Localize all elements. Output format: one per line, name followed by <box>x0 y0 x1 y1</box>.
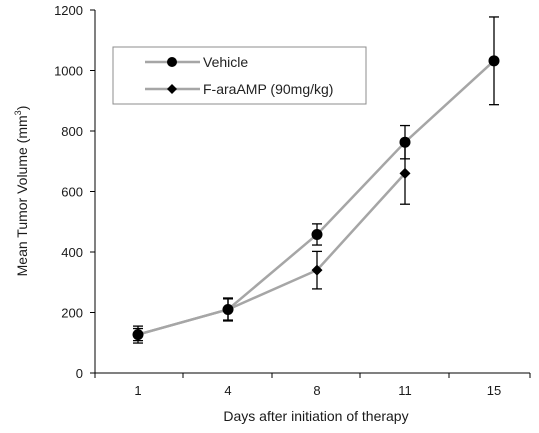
y-axis-title-superscript: 3 <box>13 110 23 115</box>
legend: Vehicle F-araAMP (90mg/kg) <box>112 46 367 105</box>
y-axis-title-main: Mean Tumor Volume (mm <box>14 115 30 276</box>
y-tick-label: 600 <box>61 185 83 200</box>
legend-marker-circle <box>167 57 177 67</box>
data-point-diamond <box>222 303 234 315</box>
y-axis-title: Mean Tumor Volume (mm3) <box>13 106 30 277</box>
y-tick-label: 1200 <box>54 3 83 18</box>
legend-item-vehicle: Vehicle <box>145 54 248 70</box>
data-point-circle <box>311 228 323 240</box>
y-axis-title-close: ) <box>14 106 30 111</box>
x-tick-label: 11 <box>398 383 412 398</box>
series-line-1 <box>137 172 406 336</box>
x-tick-label: 15 <box>487 383 501 398</box>
x-tick-label: 1 <box>134 383 141 398</box>
x-tick-label: 8 <box>313 383 320 398</box>
legend-item-f-araamp: F-araAMP (90mg/kg) <box>145 81 333 97</box>
legend-label-f-araamp: F-araAMP (90mg/kg) <box>203 81 333 97</box>
legend-marker-diamond <box>167 84 177 94</box>
data-point-circle <box>488 55 500 67</box>
legend-label-vehicle: Vehicle <box>203 54 248 70</box>
data-point-diamond <box>132 329 144 341</box>
data-markers <box>132 55 500 341</box>
y-tick-label: 800 <box>61 124 83 139</box>
data-point-diamond <box>399 167 411 179</box>
data-point-diamond <box>311 264 323 276</box>
legend-box <box>112 46 367 105</box>
y-tick-label: 1000 <box>54 64 83 79</box>
x-axis-title: Days after initiation of therapy <box>223 408 408 424</box>
y-tick-label: 200 <box>61 306 83 321</box>
x-tick-label: 4 <box>224 383 231 398</box>
y-ticks: 0 200 400 600 800 1000 1200 <box>54 3 95 381</box>
y-tick-label: 400 <box>61 245 83 260</box>
y-tick-label: 0 <box>76 366 83 381</box>
data-point-circle <box>399 136 411 148</box>
x-ticks: 1 4 8 11 15 <box>94 373 531 398</box>
